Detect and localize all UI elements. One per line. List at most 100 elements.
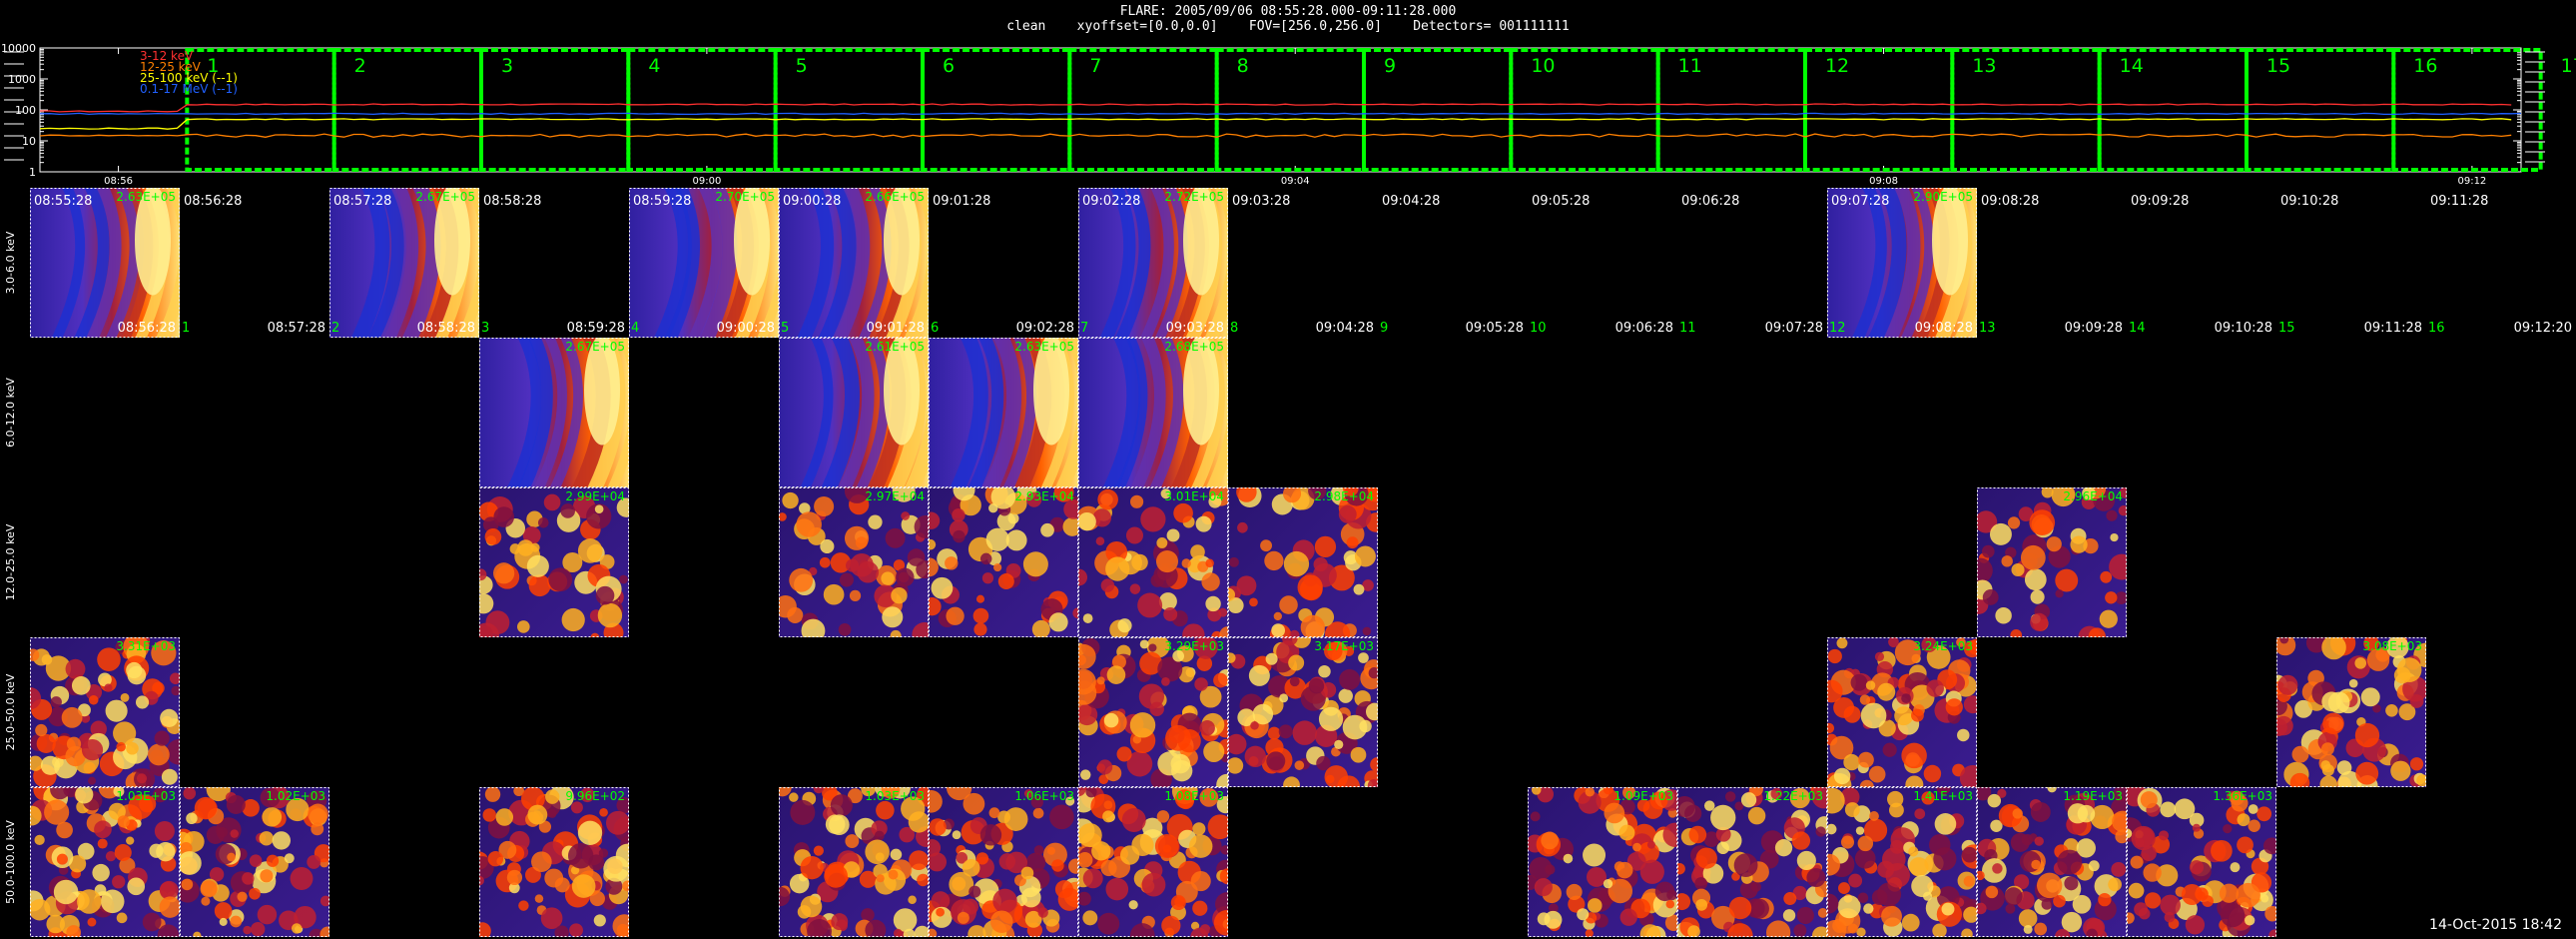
tile-blob xyxy=(1138,683,1165,709)
tile-blob xyxy=(908,811,929,833)
tile-blob xyxy=(2130,855,2144,869)
tile-blob xyxy=(1531,787,1542,795)
tile-blob xyxy=(1308,487,1327,500)
tile-blob xyxy=(1977,787,1992,801)
tile-blob xyxy=(1260,539,1273,552)
tile-blob xyxy=(169,672,180,684)
row-label: 3.0-6.0 keV xyxy=(4,231,17,294)
tile-blob xyxy=(1288,654,1305,671)
tile-blob xyxy=(1869,811,1879,821)
tile-blob xyxy=(320,926,329,937)
tile-blob xyxy=(2018,506,2034,521)
tile-blob xyxy=(1195,515,1212,532)
tile-blob xyxy=(936,907,945,917)
tile-blob xyxy=(1201,572,1220,591)
tile-blob xyxy=(1695,847,1717,869)
tile-blob xyxy=(1548,903,1559,914)
interval-end-time: 09:02:28 xyxy=(1016,321,1074,336)
tile-streak xyxy=(1851,188,1887,338)
tile-border xyxy=(1078,637,1228,787)
tile-blob xyxy=(1833,767,1851,785)
tile-blob xyxy=(1530,811,1541,822)
tile-blob xyxy=(537,517,549,528)
interval-box xyxy=(2097,48,2249,172)
tile-blob xyxy=(929,818,947,836)
tile-blob xyxy=(44,799,70,825)
tile-blob xyxy=(2248,804,2258,814)
interval-end-time: 08:56:28 xyxy=(118,321,176,336)
tile-blob xyxy=(1857,892,1869,904)
tile-blob xyxy=(779,787,792,797)
tile-highlight xyxy=(884,338,920,446)
tile-blob xyxy=(1252,703,1274,725)
row-label: 12.0-25.0 keV xyxy=(4,523,17,600)
tile-blob xyxy=(1325,621,1351,637)
series-line xyxy=(39,133,2512,138)
tile-blob xyxy=(1815,826,1826,837)
tile-blob xyxy=(622,880,629,892)
tile-blob xyxy=(1857,751,1874,768)
tile-blob xyxy=(2051,487,2076,507)
tile-blob xyxy=(1105,540,1128,563)
tile-blob xyxy=(2013,874,2030,890)
tile-blob xyxy=(1844,802,1860,818)
tile-blob xyxy=(1082,613,1093,623)
tile-blob xyxy=(1289,629,1300,637)
peak-value: 3.31E+03 xyxy=(116,639,176,653)
image-tile: 3.08E+03 xyxy=(2276,637,2426,787)
tile-blob xyxy=(128,794,154,820)
tile-blob xyxy=(1248,664,1270,686)
tile-highlight xyxy=(884,188,920,296)
interval-start-time: 08:55:28 xyxy=(34,194,92,209)
tile-blob xyxy=(194,796,218,820)
tile-blob xyxy=(518,900,529,911)
tile-blob xyxy=(1320,682,1337,698)
tile-blob xyxy=(2115,591,2127,604)
tile-streak xyxy=(1130,338,1166,487)
interval-number: 2 xyxy=(331,321,339,336)
tile-blob xyxy=(1710,804,1736,831)
tile-blob xyxy=(1131,553,1148,571)
tile-blob xyxy=(2327,691,2350,714)
interval-box xyxy=(1655,48,1807,172)
tile-blob xyxy=(230,829,239,838)
tile-streak xyxy=(1204,188,1228,338)
tile-border xyxy=(479,338,629,487)
tile-blob xyxy=(1863,818,1888,842)
image-tile: 2.97E+04 xyxy=(779,487,929,637)
tile-blob xyxy=(1192,900,1208,916)
tile-blob xyxy=(34,834,45,846)
tile-border xyxy=(929,787,1078,937)
tile-blob xyxy=(2018,909,2038,928)
tile-blob xyxy=(1097,488,1118,510)
image-tile: 3.29E+03 xyxy=(1078,637,1228,787)
tile-blob xyxy=(2294,699,2313,718)
tile-blob xyxy=(929,538,937,550)
tile-blob xyxy=(2012,808,2023,819)
tile-blob xyxy=(875,852,885,862)
tile-blob xyxy=(946,606,965,625)
tile-blob xyxy=(2277,674,2298,695)
tile-blob xyxy=(1727,923,1753,937)
y-tick-label: 100 xyxy=(15,104,36,117)
tile-blob xyxy=(1215,892,1228,916)
tile-blob xyxy=(1334,739,1344,750)
tile-blob xyxy=(2237,836,2254,854)
tile-blob xyxy=(1882,742,1897,757)
tile-blob xyxy=(599,807,608,817)
tile-blob xyxy=(1811,787,1827,809)
tile-blob xyxy=(2354,722,2380,748)
tile-blob xyxy=(1995,607,2012,624)
image-grid: 3.0-6.0 keV 6.0-12.0 keV 12.0-25.0 keV 25.0… xyxy=(4,188,2572,937)
lightcurve-frame xyxy=(39,47,2522,173)
tile-blob xyxy=(1583,843,1607,867)
tile-blob xyxy=(2237,813,2251,827)
tile-streak xyxy=(653,188,692,338)
tile-blob xyxy=(2041,898,2053,910)
interval-number: 16 xyxy=(2428,321,2445,336)
footer-timestamp: 14-Oct-2015 18:42 xyxy=(2429,917,2562,933)
tile-blob xyxy=(2248,819,2260,832)
interval-end-time: 09:01:28 xyxy=(867,321,925,336)
tile-blob xyxy=(1128,900,1138,910)
image-tile: 3.17E+03 xyxy=(1228,637,1378,787)
